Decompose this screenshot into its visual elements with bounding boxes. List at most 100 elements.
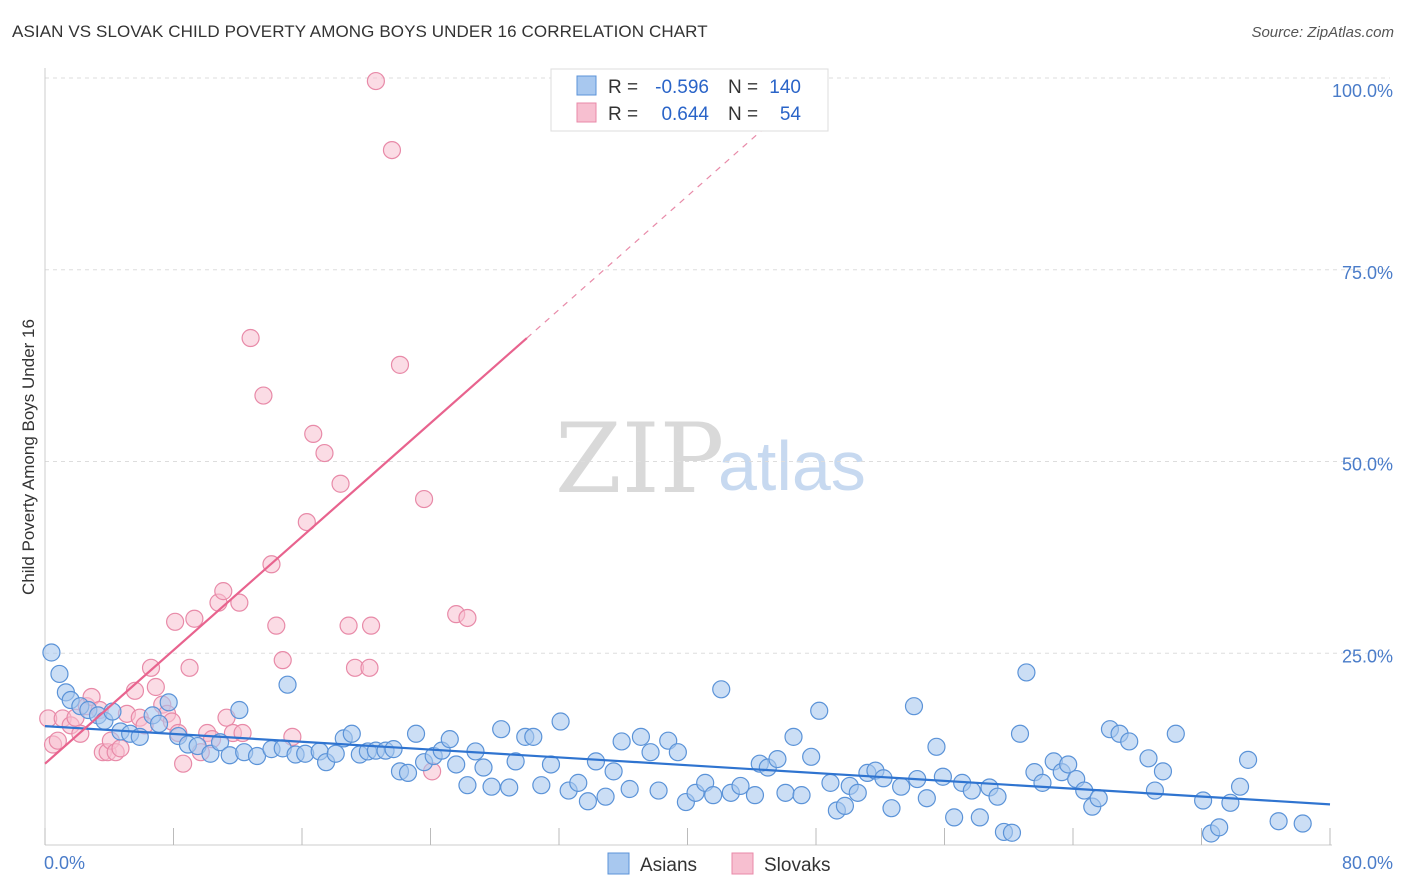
slovak-point-46 (315, 443, 334, 463)
asian-point-136 (1293, 814, 1312, 833)
asian-point-108 (988, 787, 1007, 806)
asian-point-114 (1033, 773, 1052, 792)
grid (45, 77, 1390, 654)
asian-point-66 (620, 779, 639, 799)
asian-point-129 (1194, 791, 1213, 810)
asian-point-75 (704, 786, 723, 805)
asian-point-50 (482, 777, 501, 796)
asian-point-51 (492, 720, 511, 739)
slovak-trend-line (44, 337, 528, 765)
asian-point-97 (892, 777, 911, 796)
legend-slovak-r-label: R = (608, 104, 638, 125)
asian-point-103 (945, 808, 964, 827)
asian-point-45 (440, 730, 459, 749)
asian-point-63 (596, 787, 615, 806)
asian-point-101 (927, 737, 946, 756)
y-axis-title: Child Poverty Among Boys Under 16 (19, 319, 38, 595)
asian-point-85 (792, 786, 811, 805)
asian-point-0 (42, 643, 61, 662)
asian-point-79 (745, 786, 765, 805)
slovak-point-51 (361, 616, 381, 635)
legend-slovak-n-label: N = (728, 104, 758, 125)
asian-point-121 (1089, 789, 1108, 808)
bottom-legend-asian-swatch (607, 852, 630, 875)
slovak-point-52 (366, 71, 385, 91)
watermark-zip: ZIP (555, 403, 724, 515)
asian-point-76 (712, 680, 731, 699)
asian-point-135 (1269, 812, 1288, 831)
legend-box (550, 68, 829, 132)
asian-point-65 (612, 732, 631, 751)
asian-point-92 (848, 783, 867, 802)
correlation-legend: R = -0.596 N = 140 R = 0.644 N = 54 (550, 68, 829, 132)
x-axis-ticks (44, 828, 1331, 845)
asian-point-68 (641, 743, 660, 762)
asian-point-111 (1010, 724, 1030, 743)
slovak-point-14 (111, 739, 130, 758)
slovak-point-53 (382, 140, 402, 160)
slovak-point-47 (331, 474, 350, 493)
legend-asian-n-value: 140 (769, 77, 801, 98)
asian-point-83 (776, 783, 795, 802)
asian-point-60 (569, 773, 588, 792)
asian-point-58 (551, 712, 570, 731)
y-tick-labels: 25.0% 50.0% 75.0% 100.0% (1332, 81, 1393, 666)
asian-point-23 (247, 746, 267, 766)
legend-slovak-swatch (576, 102, 597, 123)
asian-point-100 (917, 789, 936, 808)
y-tick-label: 75.0% (1342, 263, 1393, 283)
bottom-legend-asian-label: Asians (640, 855, 697, 876)
asian-point-102 (933, 767, 952, 786)
slovak-point-55 (414, 489, 434, 509)
asian-point-112 (1017, 663, 1036, 682)
asian-point-71 (668, 743, 687, 762)
slovak-point-41 (267, 616, 286, 635)
slovak-point-42 (273, 651, 292, 670)
asian-point-128 (1166, 724, 1185, 743)
asian-point-126 (1145, 781, 1165, 800)
asian-point-96 (882, 799, 901, 818)
asian-point-21 (230, 700, 249, 720)
asian-point-88 (821, 773, 840, 792)
asian-point-40 (398, 763, 418, 783)
asian-point-61 (578, 792, 598, 811)
slovak-point-50 (360, 658, 379, 677)
asian-points (42, 643, 1312, 843)
legend-asian-n-label: N = (728, 77, 758, 98)
asian-trend-line (44, 725, 1331, 806)
legend-slovak-r-value: 0.644 (661, 104, 709, 125)
x-tick-label-min: 0.0% (44, 853, 85, 873)
slovak-point-54 (390, 355, 410, 374)
slovak-point-20 (146, 677, 165, 697)
asian-point-87 (810, 701, 829, 720)
asian-point-8 (103, 702, 122, 721)
asian-point-131 (1210, 818, 1229, 837)
asian-point-47 (458, 776, 477, 795)
watermark: ZIP atlas (555, 403, 866, 515)
asian-point-62 (586, 752, 606, 771)
slovak-point-45 (304, 424, 323, 443)
asian-point-90 (835, 796, 855, 815)
asian-point-78 (731, 776, 750, 796)
asian-point-13 (149, 714, 169, 733)
source-credit: Source: ZipAtlas.com (1251, 24, 1394, 41)
asian-point-67 (631, 727, 651, 746)
series-legend: Asians Slovaks (607, 852, 831, 876)
watermark-atlas: atlas (718, 427, 866, 505)
asian-point-82 (768, 749, 787, 769)
x-tick-label-max: 80.0% (1342, 853, 1393, 873)
asian-point-41 (406, 724, 426, 743)
asian-point-38 (384, 740, 403, 759)
asian-point-125 (1139, 749, 1158, 768)
slovak-point-44 (297, 512, 316, 532)
slovak-point-28 (185, 609, 204, 628)
asian-point-53 (506, 752, 525, 771)
asian-point-64 (604, 762, 623, 781)
asian-point-55 (524, 727, 543, 746)
slovak-point-24 (166, 612, 185, 631)
slovak-point-58 (458, 608, 477, 628)
slovak-point-39 (254, 386, 273, 405)
asian-point-1 (50, 664, 69, 684)
slovak-point-27 (180, 658, 199, 677)
legend-slovak-n-value: 54 (780, 104, 802, 125)
